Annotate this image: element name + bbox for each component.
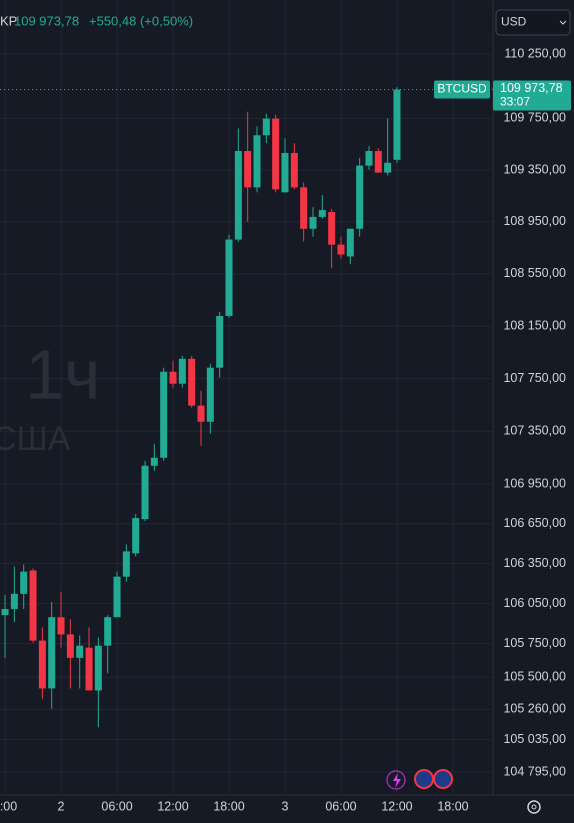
- y-tick-label: 105 260,00: [503, 702, 566, 716]
- y-tick-label: 105 500,00: [503, 669, 566, 683]
- y-tick-label: 106 350,00: [503, 556, 566, 570]
- candle-body: [337, 244, 345, 255]
- candle-body: [132, 518, 140, 554]
- candle-body: [104, 617, 112, 646]
- candle-body: [318, 210, 326, 217]
- x-tick-label: 2: [58, 799, 65, 813]
- currency-select[interactable]: [495, 9, 571, 36]
- candle-body: [48, 617, 56, 689]
- x-tick-label: 12:00: [157, 799, 188, 813]
- candle-body: [234, 151, 242, 240]
- candle-body: [150, 457, 158, 466]
- candle-body: [169, 371, 177, 384]
- candle-body: [141, 465, 149, 520]
- header-price: 109 973,78: [14, 13, 79, 28]
- flag-icon[interactable]: [433, 769, 453, 789]
- candle-body: [57, 617, 65, 635]
- candle-body: [281, 152, 289, 193]
- candle-body: [244, 151, 252, 188]
- y-tick-label: 110 250,00: [504, 46, 566, 60]
- symbol: KP: [0, 13, 17, 28]
- candle-body: [365, 151, 373, 166]
- y-tick-label: 105 035,00: [503, 732, 566, 746]
- countdown: 33:07: [500, 95, 530, 109]
- candle-body: [272, 118, 280, 190]
- x-tick-label: 3: [282, 799, 289, 813]
- event-icons: [386, 769, 453, 790]
- y-tick-label: 108 150,00: [503, 318, 566, 332]
- y-tick-label: 109 750,00: [503, 111, 566, 125]
- candle-body: [29, 570, 37, 641]
- candle-body: [10, 593, 18, 610]
- header-change: +550,48 (+0,50%): [89, 13, 193, 28]
- candle-body: [384, 162, 392, 173]
- x-tick-label: 06:00: [101, 799, 132, 813]
- y-tick-label: 107 350,00: [503, 424, 566, 438]
- last-price-label: 109 973,78: [500, 81, 563, 95]
- candle-body: [216, 315, 224, 368]
- y-tick-label: 109 350,00: [503, 162, 566, 176]
- x-tick-label: 18:00: [437, 799, 468, 813]
- candles: [1, 87, 401, 728]
- event-icon[interactable]: [386, 770, 406, 790]
- flag-icon[interactable]: [414, 769, 434, 789]
- candle-body: [206, 367, 214, 422]
- gear-hub: [531, 804, 537, 810]
- x-tick-label: 8:00: [0, 799, 17, 813]
- candle-body: [160, 371, 168, 458]
- grid: [0, 0, 493, 795]
- candle-body: [188, 358, 196, 406]
- y-tick-label: 108 950,00: [503, 214, 566, 228]
- candle-body: [225, 239, 233, 316]
- y-tick-label: 105 750,00: [503, 636, 566, 650]
- lightning: [393, 773, 401, 788]
- candle-body: [253, 135, 261, 188]
- x-tick-label: 12:00: [381, 799, 412, 813]
- candle-body: [113, 576, 121, 618]
- y-tick-label: 106 950,00: [503, 476, 566, 490]
- settings[interactable]: [527, 800, 541, 814]
- y-tick-label: 106 650,00: [503, 516, 566, 530]
- candle-body: [122, 551, 130, 577]
- candle-body: [262, 118, 270, 136]
- candle-body: [356, 165, 364, 229]
- symbol-label: BTCUSD: [437, 82, 487, 96]
- currency[interactable]: USD: [501, 15, 527, 29]
- x-tick-label: 06:00: [325, 799, 356, 813]
- candle-body: [393, 89, 401, 160]
- candle-body: [20, 571, 28, 594]
- symbol-tag: [434, 80, 490, 99]
- candle-body: [290, 152, 298, 188]
- candle-body: [374, 151, 382, 173]
- candle-body: [328, 212, 336, 245]
- y-tick-label: 104 795,00: [503, 764, 566, 778]
- candle-body: [197, 405, 205, 422]
- gear[interactable]: [527, 800, 541, 814]
- candle-body: [1, 609, 9, 616]
- candle-body: [300, 187, 308, 229]
- candle-body: [38, 640, 46, 689]
- candle-body: [76, 645, 84, 658]
- candle-body: [66, 634, 74, 658]
- candle-body: [178, 358, 186, 384]
- candle-body: [346, 228, 354, 257]
- candle-body: [309, 216, 317, 229]
- x-tick-label: 18:00: [213, 799, 244, 813]
- watermark-interval: 1ч: [25, 335, 100, 413]
- watermark-exchange: США: [0, 420, 71, 458]
- candle-body: [85, 647, 93, 691]
- price-tag: [493, 80, 571, 111]
- candle-body: [94, 645, 102, 691]
- dropdown-arrow: [559, 20, 567, 25]
- y-tick-label: 107 750,00: [503, 371, 566, 385]
- y-tick-label: 106 050,00: [503, 596, 566, 610]
- y-tick-label: 108 550,00: [503, 266, 566, 280]
